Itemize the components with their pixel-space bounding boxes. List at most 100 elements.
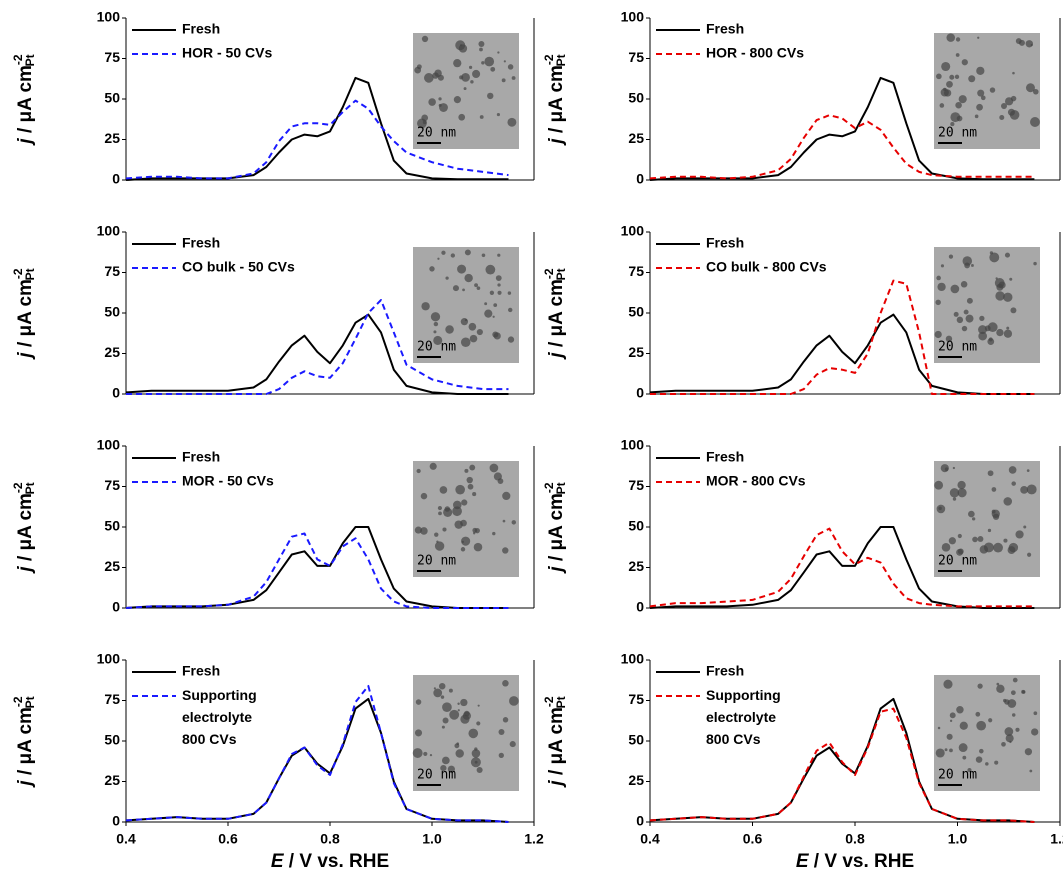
particle: [497, 290, 502, 295]
y-tick-label: 100: [97, 437, 121, 453]
y-label-var: j: [15, 138, 36, 147]
particle: [1031, 728, 1039, 736]
legend-label: Fresh: [706, 21, 744, 37]
y-axis-label: j / μA cm-2Pt: [11, 482, 37, 574]
inset-image: [934, 675, 1040, 791]
particle: [977, 89, 985, 97]
particle: [484, 309, 493, 318]
particle: [1007, 546, 1016, 554]
particle: [1009, 740, 1012, 744]
y-tick-label: 75: [628, 477, 644, 493]
particle: [1015, 727, 1020, 732]
scale-label: 20 nm: [417, 768, 456, 783]
particle: [1030, 117, 1040, 127]
y-label-unit: / μA cm: [15, 707, 36, 780]
particle: [460, 318, 469, 326]
y-tick-label: 0: [112, 599, 120, 615]
particle: [462, 711, 472, 720]
y-axis-label: j / μA cm-2Pt: [11, 268, 37, 360]
y-label-unit: / μA cm: [546, 65, 567, 138]
particle: [479, 115, 484, 119]
particle: [978, 331, 988, 341]
particle: [977, 683, 983, 689]
x-tick-label: 0.4: [640, 831, 660, 847]
particle: [989, 87, 996, 93]
particle: [433, 687, 436, 690]
particle: [1004, 699, 1010, 705]
particle: [987, 528, 992, 533]
particle: [474, 283, 478, 288]
particle: [1003, 292, 1013, 302]
particle: [507, 336, 515, 343]
particle: [988, 718, 993, 723]
particle: [429, 753, 433, 757]
panel: 20 nm 0 25 50 75 100 j / μA cm-2Pt Fresh HOR - 5…: [11, 9, 535, 187]
particle: [501, 78, 506, 83]
y-tick-label: 50: [628, 90, 644, 106]
y-label-var: j: [546, 566, 567, 575]
scale-label: 20 nm: [938, 340, 977, 355]
panel: 20 nm 0 25 50 75 100 j / μA cm-2Pt Fresh HOR - 8…: [542, 9, 1061, 187]
particle: [1018, 39, 1025, 46]
legend-label: Fresh: [182, 235, 220, 251]
particle: [453, 96, 461, 104]
particle: [949, 748, 953, 753]
y-label-unit: / μA cm: [15, 279, 36, 352]
particle: [472, 492, 477, 497]
particle: [485, 264, 496, 275]
particle: [985, 762, 989, 766]
particle: [1012, 71, 1015, 75]
particle: [422, 120, 427, 125]
particle: [474, 528, 480, 534]
particle: [502, 519, 506, 523]
particle: [1029, 769, 1033, 773]
particle: [1033, 711, 1038, 716]
particle: [984, 325, 991, 332]
particle: [466, 476, 473, 484]
y-tick-label: 75: [628, 49, 644, 65]
particle: [489, 463, 499, 473]
particle: [960, 280, 968, 288]
inset-image: [413, 33, 519, 149]
y-axis-label: j / μA cm-2Pt: [542, 696, 568, 788]
particle: [454, 743, 460, 749]
particle: [935, 748, 945, 758]
y-axis-label: j / μA cm-2Pt: [542, 482, 568, 574]
particle: [460, 519, 467, 527]
series-line: [125, 526, 509, 609]
particle: [948, 537, 956, 545]
legend-label: Fresh: [182, 21, 220, 37]
particle: [1010, 690, 1016, 696]
panel: 20 nm 0 25 50 75 100 j / μA cm-2Pt Fresh CO bulk…: [11, 223, 535, 401]
x-tick-label: 0.4: [116, 831, 136, 847]
y-tick-label: 50: [628, 732, 644, 748]
particle: [461, 499, 468, 506]
particle: [511, 520, 517, 525]
particle: [1005, 734, 1014, 743]
particle: [968, 75, 976, 83]
legend-label: Supporting electrolyte 800 CVs: [706, 687, 781, 747]
particle: [946, 733, 953, 740]
particle: [994, 760, 999, 765]
particle: [440, 695, 445, 699]
scale-label: 20 nm: [417, 126, 456, 141]
particle: [476, 766, 483, 774]
y-label-var: j: [15, 780, 36, 789]
particle: [415, 699, 422, 705]
particle: [955, 101, 962, 109]
particle: [497, 478, 504, 485]
particle: [1008, 466, 1017, 474]
particle: [934, 330, 942, 339]
particle: [509, 696, 519, 706]
particle: [428, 98, 436, 106]
x-label-unit: / V vs. RHE: [284, 851, 390, 872]
particle: [952, 466, 956, 470]
particle: [444, 506, 451, 512]
legend-label: Fresh: [706, 235, 744, 251]
y-tick-label: 50: [104, 732, 120, 748]
particle: [958, 95, 967, 104]
particle: [941, 543, 951, 552]
particle: [493, 332, 501, 340]
particle: [1011, 713, 1016, 717]
particle: [980, 95, 986, 101]
